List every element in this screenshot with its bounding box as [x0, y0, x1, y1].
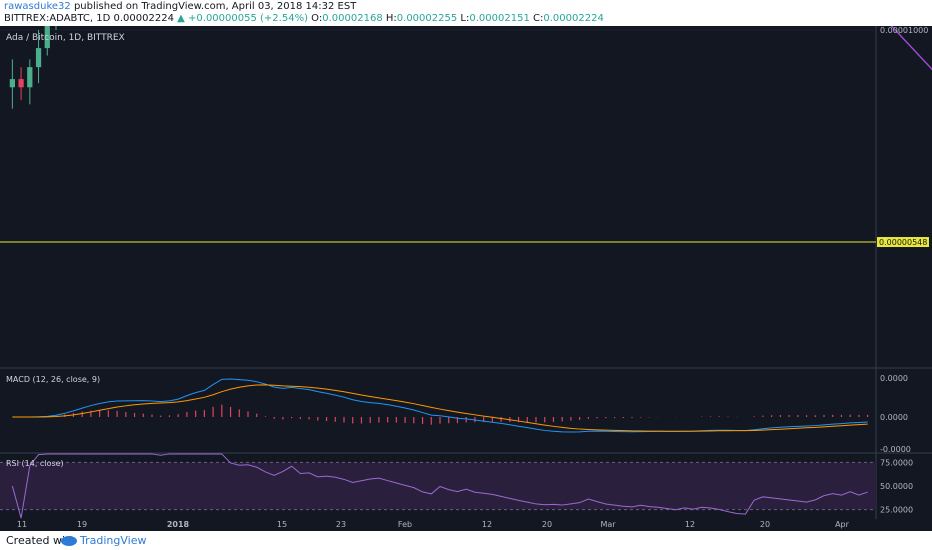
- high-value: 0.00002255: [396, 13, 458, 24]
- level-label: 0.00000548: [879, 238, 927, 247]
- high-label: H:: [385, 13, 397, 24]
- horizontal-levels: 0.000092090.000068880.000057580.00005151…: [0, 237, 929, 248]
- tradingview-brand[interactable]: TradingView: [80, 534, 147, 547]
- x-tick-label: 20: [760, 520, 770, 529]
- candle-body: [35, 48, 42, 68]
- candle-body: [18, 79, 24, 88]
- author-link[interactable]: rawasduke32: [4, 1, 71, 12]
- x-tick-label: Apr: [835, 520, 850, 529]
- macd-tick-label: -0.0000: [880, 445, 911, 454]
- macd-tick-label: 0.0000: [880, 374, 908, 383]
- candles: [9, 26, 57, 109]
- price-panel-title: Ada / Bitcoin, 1D, BITTREX: [6, 33, 125, 43]
- grid: [0, 26, 932, 519]
- created-with-text: Created with: [6, 534, 77, 547]
- rsi-tick-label: 50.0000: [880, 482, 913, 491]
- chart-header: rawasduke32 published on TradingView.com…: [0, 0, 932, 26]
- signal-line: [12, 384, 868, 432]
- rsi-line: [11, 453, 868, 519]
- price-tick-label: 0.00001000: [880, 26, 928, 35]
- open-label: O:: [311, 13, 323, 24]
- close-value: 0.00002224: [543, 13, 604, 24]
- axes: 0.000095000.000090000.000085000.00008000…: [17, 26, 928, 529]
- candle-body: [27, 67, 33, 88]
- chart-background: [0, 26, 932, 531]
- footer: Created with TradingView: [0, 531, 932, 550]
- macd-line: [12, 378, 868, 433]
- x-tick-label: 20: [542, 520, 552, 529]
- last-price: 0.00002224: [113, 13, 174, 24]
- publish-line: rawasduke32 published on TradingView.com…: [4, 1, 356, 12]
- chart-canvas[interactable]: 0.000092090.000068880.000057580.00005151…: [0, 26, 932, 531]
- macd-panel-title: MACD (12, 26, close, 9): [6, 375, 100, 384]
- low-label: L:: [460, 13, 470, 24]
- ohlc-line: BITTREX:ADABTC, 1D 0.00002224 ▲ +0.00000…: [4, 13, 604, 24]
- macd-tick-label: 0.0000: [880, 413, 908, 422]
- x-tick-label: 11: [17, 520, 27, 529]
- panel-titles: Ada / Bitcoin, 1D, BITTREX MACD (12, 26, …: [6, 33, 125, 468]
- published-text: published on TradingView.com, April 03, …: [73, 1, 357, 12]
- symbol-label: BITTREX:ADABTC, 1D: [4, 13, 111, 24]
- rsi-panel-title: RSI (14, close): [6, 459, 64, 468]
- rsi-panel: [0, 453, 876, 519]
- x-tick-label: Mar: [600, 520, 616, 529]
- rsi-tick-label: 25.0000: [880, 506, 913, 515]
- x-tick-label: Feb: [398, 520, 412, 529]
- candle-body: [44, 26, 50, 49]
- x-tick-label: 12: [482, 520, 492, 529]
- tradingview-cloud-icon: [61, 536, 77, 546]
- candle-body: [9, 79, 15, 88]
- macd-panel: [12, 378, 869, 433]
- level-label-bg: [877, 237, 929, 248]
- x-tick-label: 2018: [167, 520, 190, 529]
- x-tick-label: 19: [77, 520, 87, 529]
- x-tick-label: 15: [277, 520, 287, 529]
- open-value: 0.00002168: [322, 13, 383, 24]
- price-change: ▲ +0.00000055 (+2.54%): [177, 13, 308, 24]
- low-value: 0.00002151: [469, 13, 530, 24]
- rsi-tick-label: 75.0000: [880, 458, 913, 467]
- rsi-band: [0, 462, 876, 510]
- close-label: C:: [533, 13, 544, 24]
- x-tick-label: 23: [336, 520, 346, 529]
- x-tick-label: 12: [685, 520, 695, 529]
